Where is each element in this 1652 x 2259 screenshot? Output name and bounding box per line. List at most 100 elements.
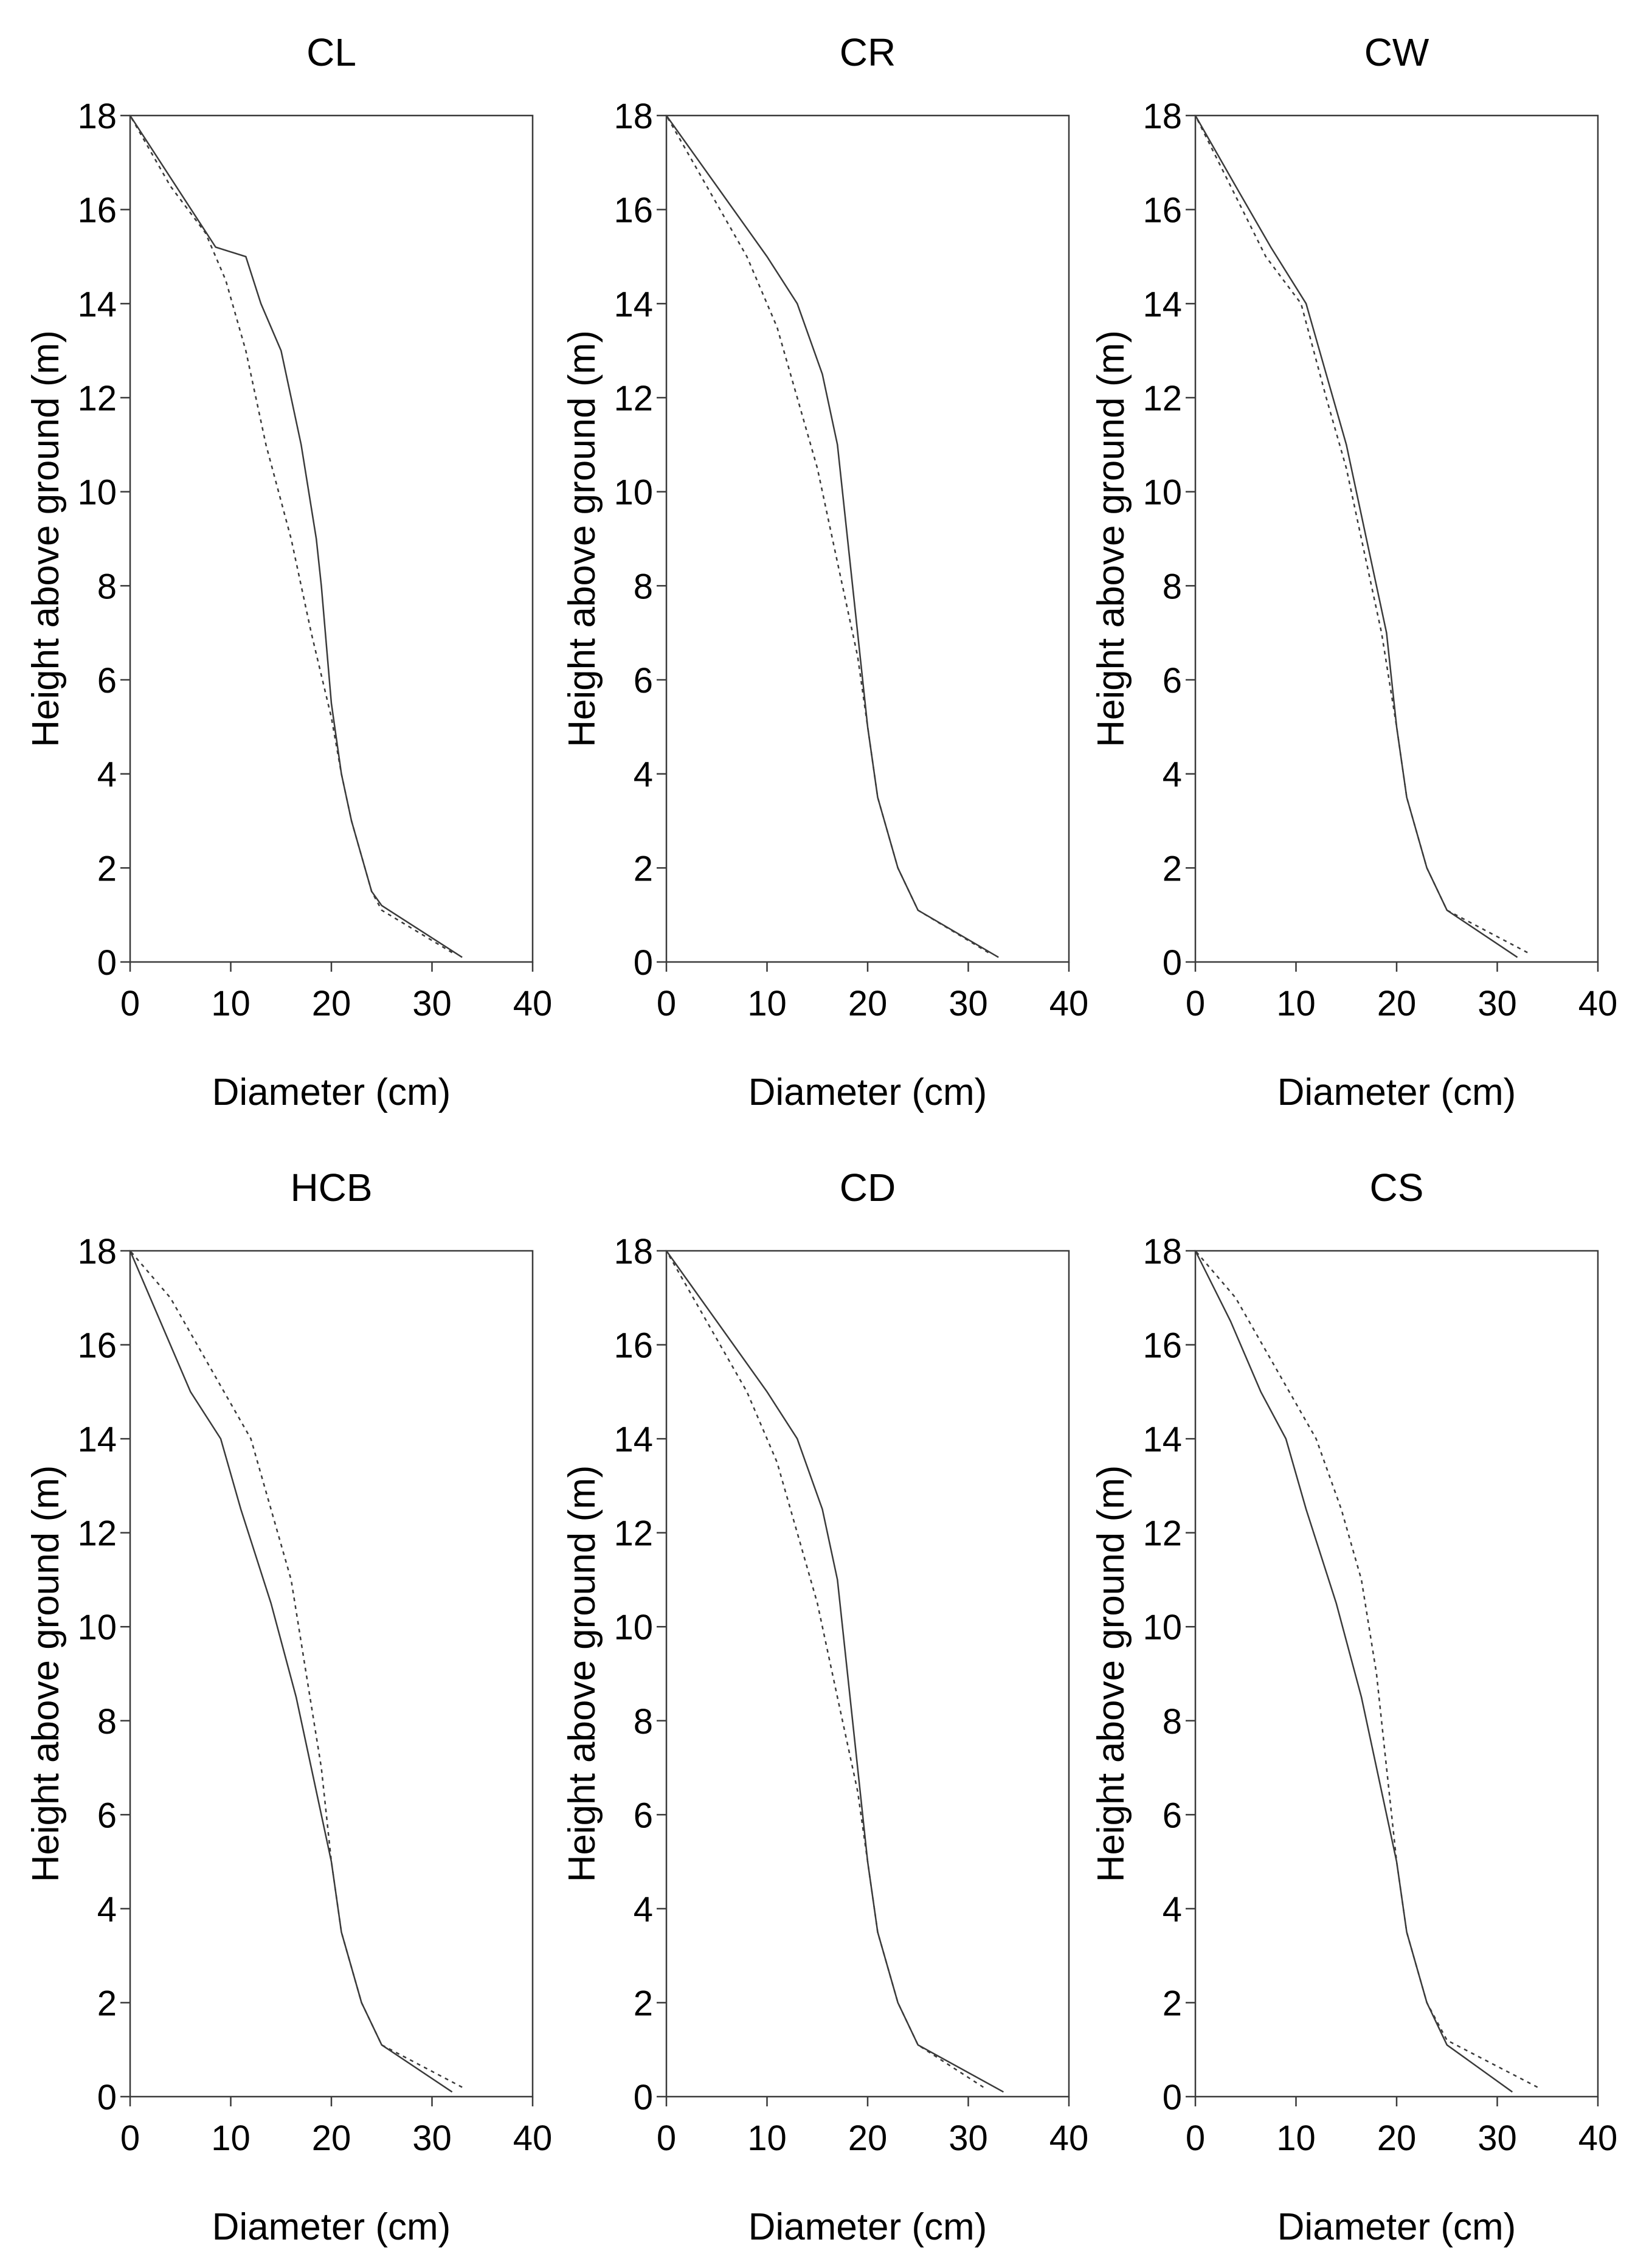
x-tick-label-cs-10: 10 — [1276, 2119, 1316, 2158]
x-tick-label-cs-20: 20 — [1377, 2119, 1417, 2158]
y-tick-label-hcb-6: 6 — [97, 1796, 117, 1835]
panel-title-cr: CR — [840, 30, 896, 74]
x-tick-label-cl-20: 20 — [312, 984, 351, 1023]
series-dashed-cl — [129, 115, 453, 953]
series-dashed-cw — [1194, 115, 1528, 953]
y-tick-label-cl-10: 10 — [77, 473, 117, 513]
y-tick-label-hcb-0: 0 — [97, 2078, 117, 2117]
panel-cw: CW 0 10 20 30 40 0 2 4 6 8 10 12 14 16 18 Diameter (cm) H… — [1090, 30, 1617, 1113]
y-tick-label-cs-14: 14 — [1142, 1420, 1182, 1459]
y-axis-label-cw: Height above ground (m) — [1090, 330, 1132, 747]
y-tick-label-cd-12: 12 — [613, 1514, 653, 1554]
x-tick-label-hcb-40: 40 — [513, 2119, 553, 2158]
x-tick-label-cw-30: 30 — [1477, 984, 1517, 1023]
x-tick-label-hcb-20: 20 — [312, 2119, 351, 2158]
y-tick-label-hcb-12: 12 — [77, 1514, 117, 1554]
x-tick-label-hcb-10: 10 — [211, 2119, 251, 2158]
y-tick-label-hcb-16: 16 — [77, 1326, 117, 1366]
x-tick-label-cw-40: 40 — [1578, 984, 1618, 1023]
y-tick-label-cl-2: 2 — [97, 849, 117, 888]
panel-title-hcb: HCB — [290, 1166, 372, 1209]
y-tick-label-cl-4: 4 — [97, 755, 117, 795]
series-dashed-cd — [665, 1250, 984, 2088]
y-axis-label-cl: Height above ground (m) — [25, 330, 67, 747]
y-tick-label-cs-2: 2 — [1163, 1984, 1182, 2023]
y-tick-label-cr-16: 16 — [613, 191, 653, 230]
y-tick-label-cw-10: 10 — [1142, 473, 1182, 513]
x-tick-label-cl-10: 10 — [211, 984, 251, 1023]
series-solid-cl — [129, 115, 463, 958]
y-tick-label-cs-18: 18 — [1142, 1232, 1182, 1271]
y-tick-label-cw-0: 0 — [1163, 943, 1182, 983]
y-tick-label-cw-6: 6 — [1163, 661, 1182, 701]
y-tick-label-hcb-2: 2 — [97, 1984, 117, 2023]
x-axis-label-cw: Diameter (cm) — [1277, 1071, 1516, 1113]
x-tick-label-cd-30: 30 — [949, 2119, 988, 2158]
y-tick-label-cr-2: 2 — [634, 849, 653, 888]
y-tick-label-cs-4: 4 — [1163, 1890, 1182, 1929]
x-axis-label-cd: Diameter (cm) — [748, 2206, 987, 2248]
y-tick-label-cl-6: 6 — [97, 661, 117, 701]
y-tick-label-hcb-14: 14 — [77, 1420, 117, 1459]
y-tick-label-cw-8: 8 — [1163, 567, 1182, 606]
y-axis-label-cr: Height above ground (m) — [561, 330, 603, 747]
plot-frame-hcb — [129, 1250, 534, 2098]
y-tick-label-cl-14: 14 — [77, 285, 117, 324]
x-tick-label-cr-20: 20 — [848, 984, 888, 1023]
y-tick-label-cd-2: 2 — [634, 1984, 653, 2023]
y-tick-label-cr-12: 12 — [613, 379, 653, 418]
y-tick-label-cw-16: 16 — [1142, 191, 1182, 230]
y-axis-label-cd: Height above ground (m) — [561, 1465, 603, 1883]
panel-cs: CS 0 10 20 30 40 0 2 4 6 8 10 12 14 16 18 Diameter (cm) H… — [1090, 1166, 1617, 2248]
y-tick-label-cl-16: 16 — [77, 191, 117, 230]
series-solid-cd — [665, 1250, 1004, 2093]
x-tick-label-hcb-0: 0 — [120, 2119, 140, 2158]
y-tick-label-cd-4: 4 — [634, 1890, 653, 1929]
panel-hcb: HCB 0 10 20 30 40 0 2 4 6 8 10 12 14 16 18 Diameter (cm)… — [25, 1166, 552, 2248]
plot-frame-cr — [665, 114, 1070, 963]
y-tick-label-hcb-18: 18 — [77, 1232, 117, 1271]
y-tick-label-cd-10: 10 — [613, 1608, 653, 1647]
panel-title-cd: CD — [840, 1166, 896, 1209]
y-tick-label-cs-16: 16 — [1142, 1326, 1182, 1366]
series-solid-cs — [1194, 1250, 1513, 2093]
y-tick-label-cd-0: 0 — [634, 2078, 653, 2117]
x-tick-label-cs-0: 0 — [1186, 2119, 1205, 2158]
y-tick-label-cs-10: 10 — [1142, 1608, 1182, 1647]
y-tick-label-cs-12: 12 — [1142, 1514, 1182, 1554]
x-tick-label-cw-20: 20 — [1377, 984, 1417, 1023]
panel-title-cl: CL — [306, 30, 356, 74]
y-tick-label-hcb-10: 10 — [77, 1608, 117, 1647]
y-tick-label-cr-6: 6 — [634, 661, 653, 701]
y-tick-label-cs-8: 8 — [1163, 1702, 1182, 1742]
series-solid-hcb — [129, 1250, 453, 2093]
y-axis-label-hcb: Height above ground (m) — [25, 1465, 67, 1883]
plot-frame-cw — [1194, 114, 1599, 963]
x-tick-label-cr-10: 10 — [747, 984, 787, 1023]
panel-title-cs: CS — [1370, 1166, 1424, 1209]
y-tick-label-cw-14: 14 — [1142, 285, 1182, 324]
x-tick-label-cw-0: 0 — [1186, 984, 1205, 1023]
x-tick-label-hcb-30: 30 — [412, 2119, 452, 2158]
plot-frame-cd — [665, 1250, 1070, 2098]
y-tick-label-cr-10: 10 — [613, 473, 653, 513]
y-tick-label-cr-8: 8 — [634, 567, 653, 606]
plot-frame-cl — [129, 114, 534, 963]
x-tick-label-cd-10: 10 — [747, 2119, 787, 2158]
panel-cl: CL 0 10 20 30 40 0 2 4 6 8 10 12 14 16 18 Diameter (cm) H… — [25, 30, 552, 1113]
y-tick-label-cr-4: 4 — [634, 755, 653, 795]
y-tick-label-cw-18: 18 — [1142, 97, 1182, 136]
y-tick-label-cd-8: 8 — [634, 1702, 653, 1742]
x-axis-label-cr: Diameter (cm) — [748, 1071, 987, 1113]
y-tick-label-cd-18: 18 — [613, 1232, 653, 1271]
plot-frame-cs — [1194, 1250, 1599, 2098]
series-dashed-hcb — [130, 1250, 463, 2088]
y-tick-label-hcb-4: 4 — [97, 1890, 117, 1929]
y-tick-label-cd-14: 14 — [613, 1420, 653, 1459]
x-tick-label-cl-40: 40 — [513, 984, 553, 1023]
series-dashed-cr — [665, 115, 989, 953]
x-tick-label-cs-30: 30 — [1477, 2119, 1517, 2158]
y-tick-label-cw-4: 4 — [1163, 755, 1182, 795]
y-tick-label-cs-6: 6 — [1163, 1796, 1182, 1835]
